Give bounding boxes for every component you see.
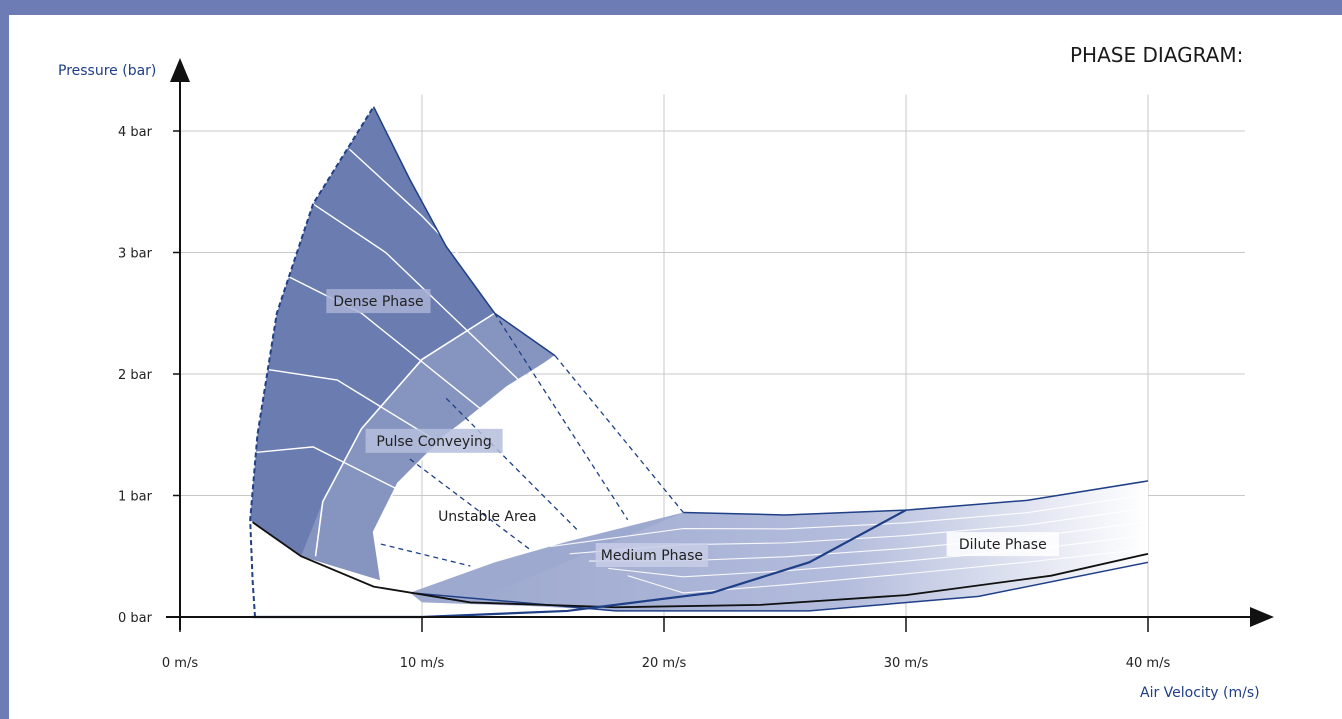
y-tick-label: 1 bar [118,490,153,505]
dilute-phase-region [470,480,1148,611]
dense-upper-curve [372,106,556,357]
fan-line [312,203,520,381]
x-tick-label: 0 m/s [162,656,198,671]
pulse-conveying-label-box [365,428,503,453]
minimum-pressure-curve [252,521,1149,609]
medium-phase-label-box [595,543,709,568]
y-tick-label: 4 bar [118,125,153,140]
fan-line [250,446,399,491]
y-tick-label: 2 bar [118,368,153,383]
dense-phase-label-box [326,289,431,314]
fan-line [276,270,483,411]
unstable-dashed-line [554,355,684,513]
unstable-dashed-line [409,458,532,551]
unstable-dashed-line [445,397,580,533]
unstable-area-label: Unstable Area [438,509,537,525]
pulse-conveying-label: Pulse Conveying [376,434,491,450]
pulse-boundary-line [314,312,496,557]
medium-phase-label: Medium Phase [601,548,703,564]
dilute-phase-label: Dilute Phase [959,537,1047,553]
x-tick-label: 20 m/s [642,656,687,671]
x-axis-title: Air Velocity (m/s) [1140,685,1260,701]
chart-frame: 0 bar 1 bar 2 bar 3 bar 4 bar 0 m/s 10 m/s 20 m… [9,15,1342,719]
left-limit-curve [249,106,375,618]
chart-title: PHASE DIAGRAM: [1070,43,1243,67]
x-tick-label: 40 m/s [1126,656,1171,671]
x-tick-label: 30 m/s [884,656,929,671]
dilute-stripe [550,493,1149,548]
dense-phase-label: Dense Phase [333,294,423,310]
y-axis-title: Pressure (bar) [58,63,156,79]
unstable-boundary-line [372,355,556,581]
dilute-phase-label-box [946,532,1059,557]
y-tick-label: 0 bar [118,611,153,626]
unstable-dashed-line [380,543,471,567]
y-tick-label: 3 bar [118,247,153,262]
fan-line [348,148,556,357]
unstable-dashed-line [494,312,629,521]
fan-line [257,367,447,448]
phase-diagram-chart: 0 bar 1 bar 2 bar 3 bar 4 bar 0 m/s 10 m/s 20 m… [58,43,1274,701]
dilute-stripe [627,548,1149,594]
dense-phase-region [250,106,556,557]
x-tick-label: 10 m/s [400,656,445,671]
